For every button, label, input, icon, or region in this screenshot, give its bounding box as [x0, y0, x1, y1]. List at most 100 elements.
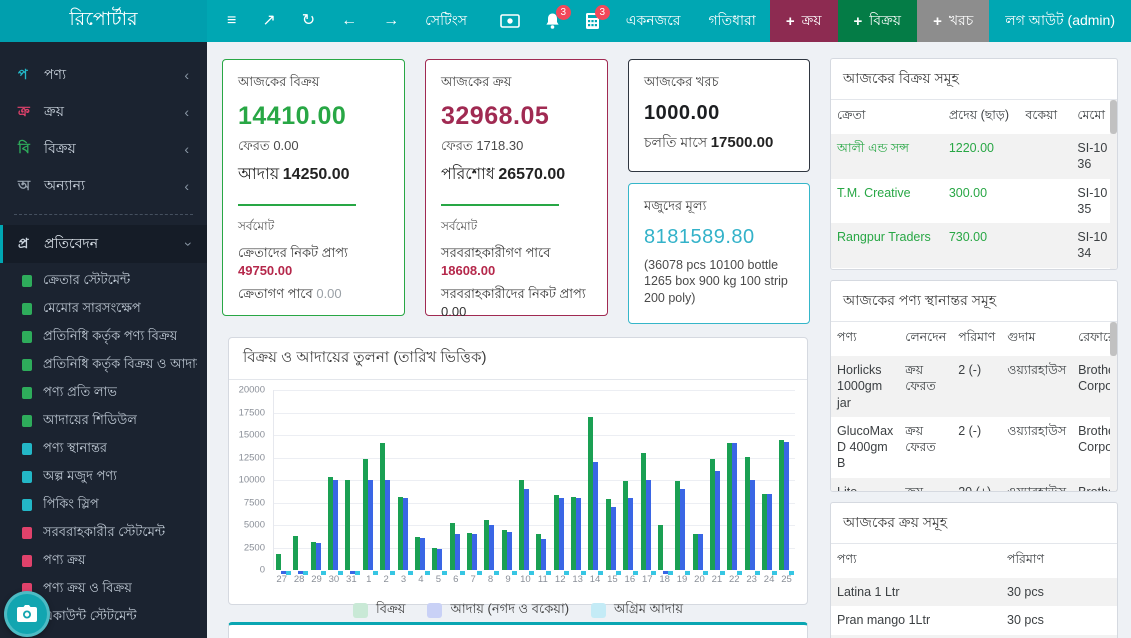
x-tick-label: 31 [343, 574, 360, 585]
file-icon [22, 275, 32, 287]
group-letter-icon: প [18, 63, 44, 87]
nav-link-overview[interactable]: একনজরে [612, 0, 695, 42]
sidebar-group-পণ্য[interactable]: পপণ্য‹ [0, 56, 207, 93]
sidebar-item-reports[interactable]: প্র প্রতিবেদন ‹ [0, 225, 207, 263]
bar-group [691, 390, 708, 570]
bar-collection [507, 532, 512, 570]
qty-cell: 25 box [1001, 635, 1117, 638]
add-sale-button[interactable]: +বিক্রয় [838, 0, 918, 42]
calculator-icon[interactable]: 3 [573, 0, 612, 42]
bar-collection [455, 534, 460, 570]
sidebar-item-report[interactable]: পণ্য স্থানান্তর [0, 435, 207, 463]
x-tick-label: 4 [412, 574, 429, 585]
sidebar-item-report[interactable]: পণ্য ক্রয় [0, 547, 207, 575]
sidebar-item-report[interactable]: ক্রেতার স্টেটমেন্ট [0, 267, 207, 295]
sidebar-item-report[interactable]: পণ্য প্রতি লাভ [0, 379, 207, 407]
customer-name-cell[interactable]: T.M. Creative [831, 179, 943, 224]
bar-group [552, 390, 569, 570]
sidebar-item-report[interactable]: প্রতিনিধি কর্তৃক বিক্রয় ও আদায় [0, 351, 207, 379]
product-cell: GlucoMax D 400gm B [831, 635, 1001, 638]
x-tick-label: 11 [534, 574, 551, 585]
sidebar-item-report[interactable]: সরবরাহকারীর স্টেটমেন্ট [0, 519, 207, 547]
add-purchase-button[interactable]: +ক্রয় [770, 0, 838, 42]
hamburger-menu-icon[interactable]: ≡ [227, 13, 236, 29]
sidebar-item-report[interactable]: মেমোর সারসংক্ষেপ [0, 295, 207, 323]
column-header: পরিমাণ [952, 322, 1001, 356]
screenshot-camera-button[interactable] [4, 591, 50, 637]
legend-swatch [427, 603, 442, 618]
y-tick-label: 20000 [239, 385, 265, 396]
sidebar-item-label: প্রতিনিধি কর্তৃক পণ্য বিক্রয় [43, 327, 177, 348]
x-tick-label: 24 [760, 574, 777, 585]
bar-group [343, 390, 360, 570]
sidebar-group-বিক্রয়[interactable]: বিবিক্রয়‹ [0, 130, 207, 167]
bar-group [274, 390, 291, 570]
sidebar-item-report[interactable]: আদায়ের শিডিউল [0, 407, 207, 435]
sidebar-group-label: ক্রয় [44, 100, 184, 124]
camera-icon [16, 605, 38, 623]
forward-arrow-icon[interactable]: → [383, 13, 399, 29]
back-arrow-icon[interactable]: ← [341, 13, 357, 29]
x-tick-label: 10 [517, 574, 534, 585]
legend-label: অগ্রিম আদায় [614, 600, 683, 621]
sidebar-group-ক্রয়[interactable]: ক্রক্রয়‹ [0, 93, 207, 130]
group-letter-icon: ক্র [18, 100, 44, 124]
sidebar-group-label: বিক্রয় [44, 137, 184, 161]
legend-item[interactable]: বিক্রয় [353, 600, 405, 621]
file-icon [22, 443, 32, 455]
x-tick-label: 30 [325, 574, 342, 585]
bar-collection [489, 525, 494, 570]
bar-group [500, 390, 517, 570]
customer-name-cell[interactable]: আলী এন্ড সন্স [831, 134, 943, 179]
sidebar-group-অন্যান্য[interactable]: অঅন্যান্য‹ [0, 167, 207, 204]
bar-collection [524, 489, 529, 570]
settings-link[interactable]: সেটিংস [425, 9, 467, 33]
refresh-icon[interactable]: ↻ [302, 13, 315, 29]
bar-group [760, 390, 777, 570]
bar-collection [316, 543, 321, 570]
nav-link-trend[interactable]: গতিধারা [694, 0, 769, 42]
bar-collection [333, 480, 338, 570]
chevron-left-icon: ‹ [184, 104, 189, 120]
sidebar-item-report[interactable]: অল্প মজুদ পণ্য [0, 463, 207, 491]
cash-icon[interactable] [488, 0, 532, 42]
y-tick-label: 17500 [239, 407, 265, 418]
today-transfers-panel: আজকের পণ্য স্থানান্তর সমূহ পণ্যলেনদেনপরি… [830, 280, 1118, 492]
bar-group [309, 390, 326, 570]
legend-item[interactable]: অগ্রিম আদায় [591, 600, 683, 621]
scrollbar-thumb[interactable] [1110, 100, 1117, 134]
sidebar-item-report[interactable]: প্রতিনিধি কর্তৃক পণ্য বিক্রয় [0, 323, 207, 351]
file-icon [22, 527, 32, 539]
bar-chart: 02500500075001000012500150001750020000 2… [237, 390, 799, 586]
navbar-left-icons: ≡ ↗ ↻ ← → সেটিংস [207, 0, 467, 42]
fullscreen-icon[interactable]: ↗ [262, 13, 275, 29]
group-letter-icon: অ [18, 174, 44, 198]
add-expense-button[interactable]: +খরচ [917, 0, 989, 42]
sidebar-item-report[interactable]: পিকিং স্লিপ [0, 491, 207, 519]
group-letter-icon: বি [18, 137, 44, 161]
sidebar-item-label: পণ্য ক্রয় [43, 551, 86, 572]
column-header: ক্রেতা [831, 100, 943, 134]
table-header-row: ক্রেতাপ্রদেয় (ছাড়)বকেয়ামেমো [831, 100, 1117, 134]
notifications-bell-icon[interactable]: 3 [532, 0, 573, 42]
panel-title: আজকের বিক্রয় সমূহ [831, 59, 1117, 100]
logout-link[interactable]: লগ আউট (admin) [989, 0, 1131, 42]
app-logo[interactable]: রিপোর্টার [0, 0, 207, 42]
card-title: আজকের বিক্রয় [238, 73, 389, 94]
legend-item[interactable]: আদায় (নগদ ও বকেয়া) [427, 600, 569, 621]
product-cell: Latina 1 Ltr [831, 578, 1001, 606]
supplier-receivable: সরবরাহকারীদের নিকট প্রাপ্য0.00 [441, 285, 592, 320]
customer-name-cell[interactable]: H/w Hafizul Brothers [831, 268, 943, 271]
chevron-left-icon: ‹ [184, 67, 189, 83]
y-tick-label: 2500 [244, 542, 265, 553]
customer-name-cell[interactable]: Rangpur Traders [831, 223, 943, 268]
x-tick-label: 19 [673, 574, 690, 585]
table-header-row: পণ্যলেনদেনপরিমাণগুদামরেফারেন্স [831, 322, 1117, 356]
bar-collection [368, 480, 373, 570]
bar-collection [732, 443, 737, 570]
bar-collection [437, 549, 442, 570]
bar-sales [658, 525, 663, 570]
bar-group [430, 390, 447, 570]
scrollbar-thumb[interactable] [1110, 322, 1117, 356]
table-row: GlucoMax D 400gm Bক্রয় ফেরত2 (-)ওয়্যার… [831, 417, 1117, 478]
